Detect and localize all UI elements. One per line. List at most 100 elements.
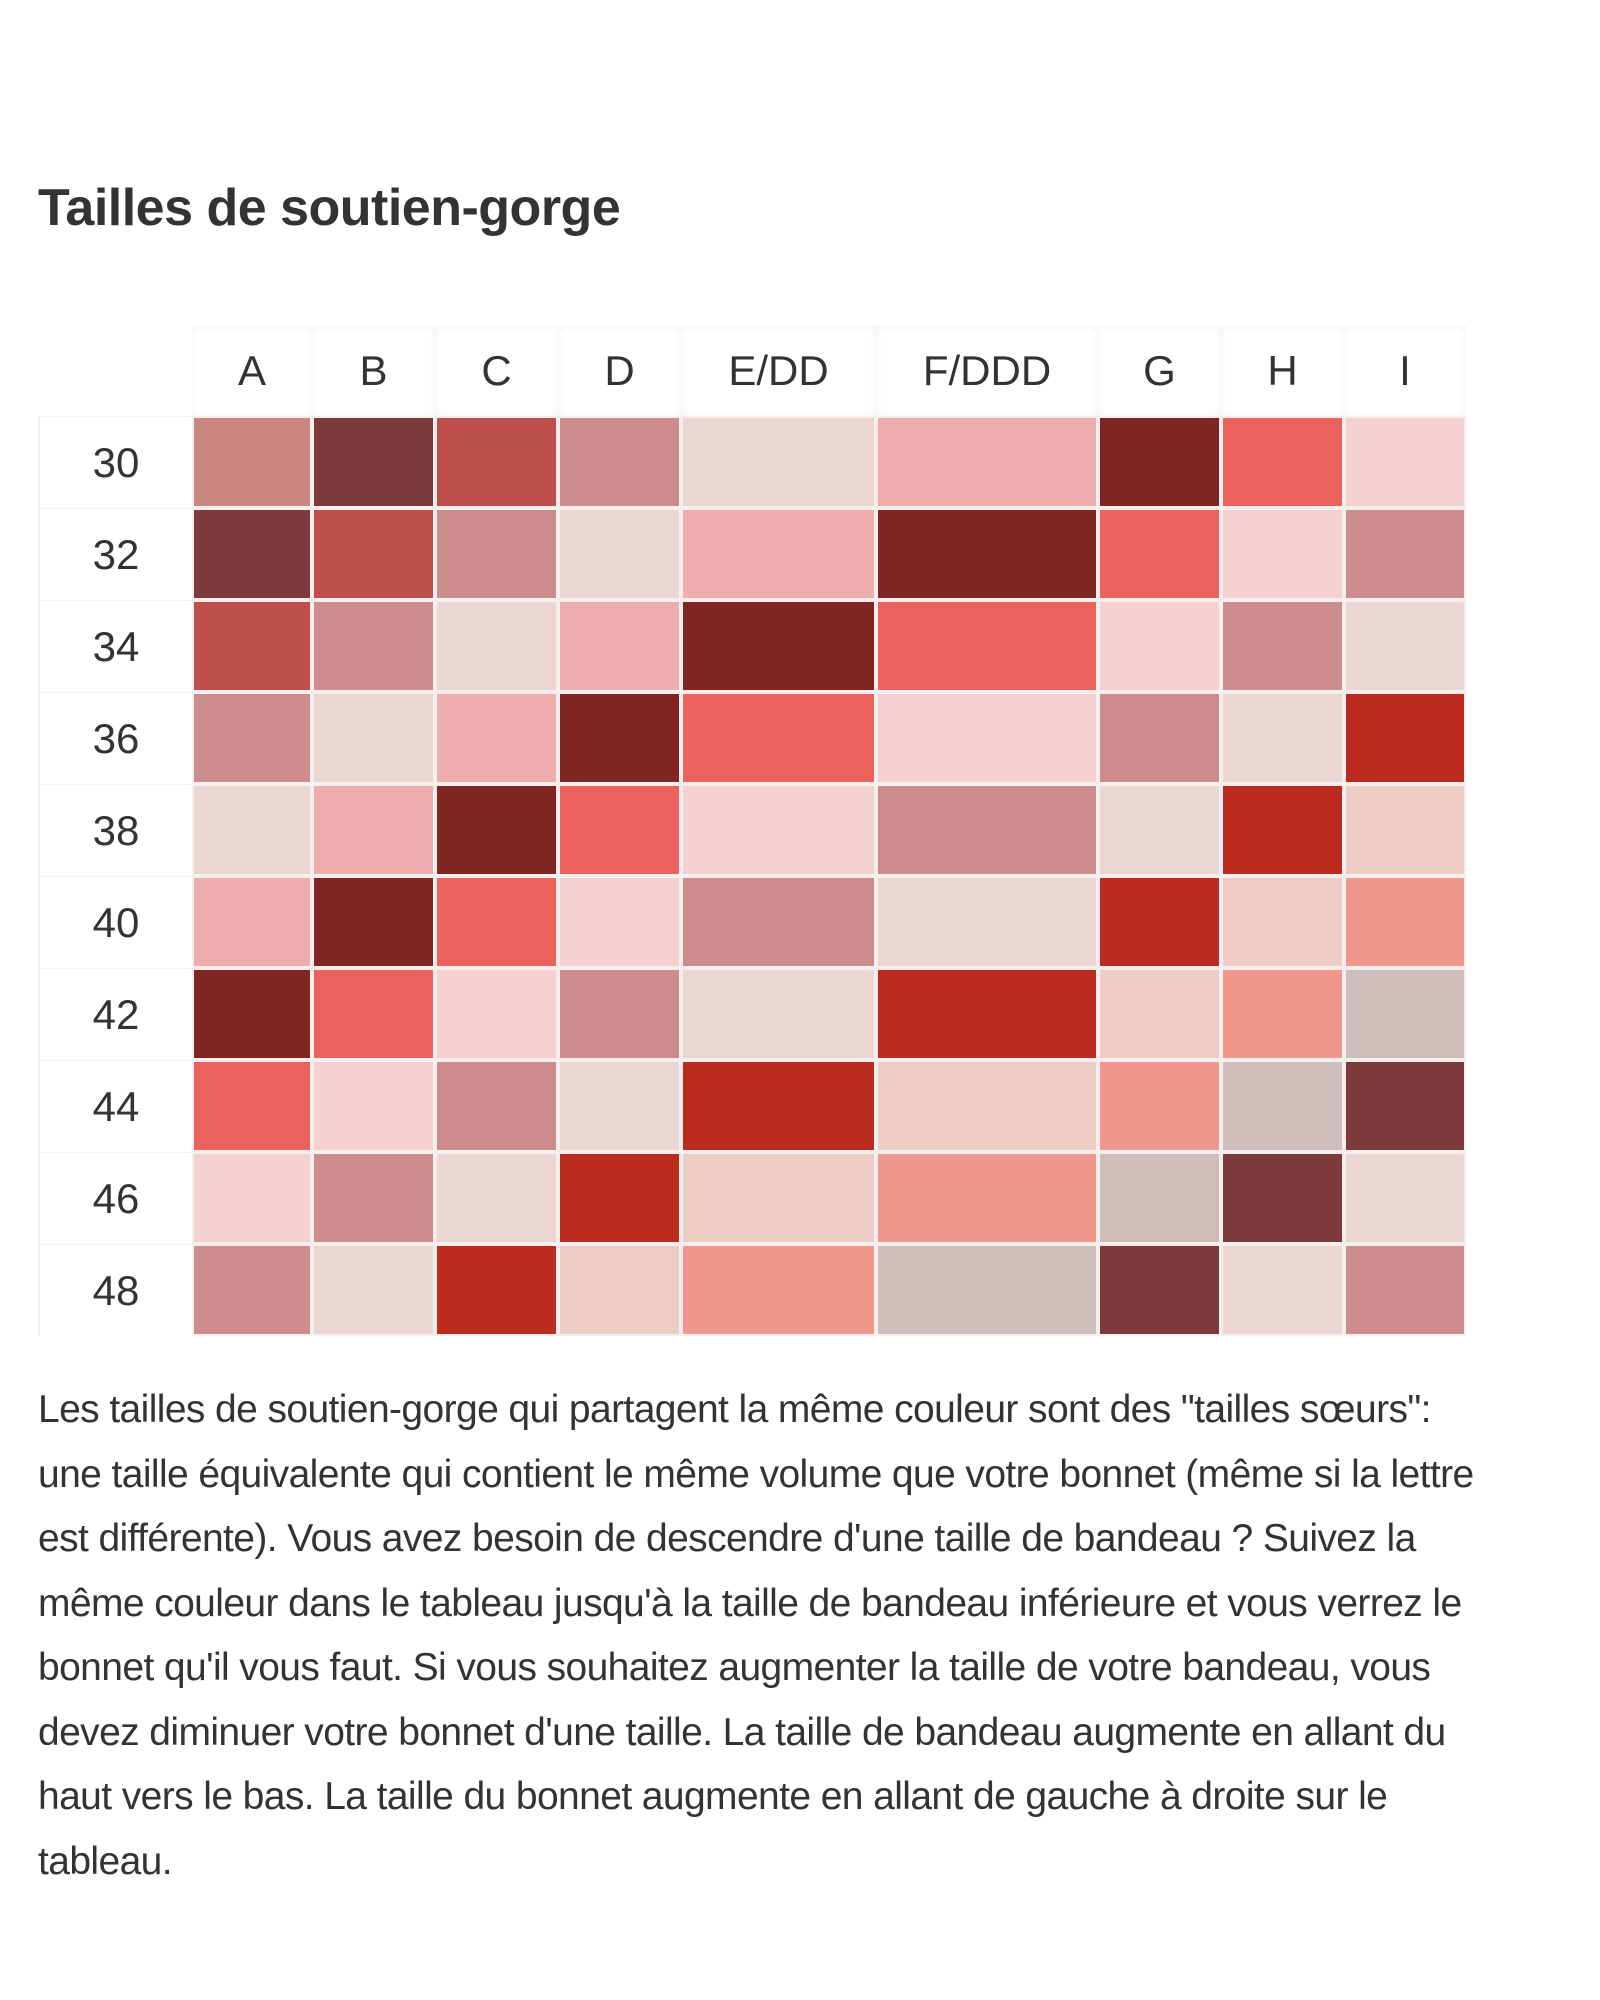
row-header: 38 xyxy=(38,784,192,876)
heatmap-cell xyxy=(192,1152,312,1244)
heatmap-cell xyxy=(681,1244,876,1336)
heatmap-cell xyxy=(1221,1060,1344,1152)
column-header: A xyxy=(192,326,312,416)
row-header: 34 xyxy=(38,600,192,692)
column-header: D xyxy=(558,326,681,416)
heatmap-cell xyxy=(1098,1152,1221,1244)
row-header: 44 xyxy=(38,1060,192,1152)
heatmap-cell xyxy=(1098,692,1221,784)
row-header: 48 xyxy=(38,1244,192,1336)
heatmap-cell xyxy=(312,416,435,508)
heatmap-cell xyxy=(192,876,312,968)
heatmap-cell xyxy=(435,784,558,876)
heatmap-cell xyxy=(558,600,681,692)
heatmap-cell xyxy=(681,692,876,784)
heatmap-cell xyxy=(1221,600,1344,692)
heatmap-cell xyxy=(435,692,558,784)
row-header: 36 xyxy=(38,692,192,784)
heatmap-cell xyxy=(1221,508,1344,600)
heatmap-cell xyxy=(681,784,876,876)
heatmap-cell xyxy=(1221,968,1344,1060)
column-header: E/DD xyxy=(681,326,876,416)
heatmap-cell xyxy=(876,600,1098,692)
heatmap-cell xyxy=(876,1060,1098,1152)
heatmap-cell xyxy=(1098,600,1221,692)
heatmap-cell xyxy=(681,1060,876,1152)
heatmap-cell xyxy=(1344,1152,1466,1244)
column-header: F/DDD xyxy=(876,326,1098,416)
column-header: G xyxy=(1098,326,1221,416)
heatmap-cell xyxy=(312,1060,435,1152)
heatmap-cell xyxy=(435,508,558,600)
heatmap-cell xyxy=(435,416,558,508)
heatmap-cell xyxy=(192,692,312,784)
sister-size-heatmap: A B C D E/DD F/DDD G H I 30 32 34 36 38 40 42 44 46 48 xyxy=(38,326,1466,1336)
heatmap-cell xyxy=(1344,876,1466,968)
heatmap-cell xyxy=(192,784,312,876)
heatmap-cell xyxy=(558,1060,681,1152)
column-header: C xyxy=(435,326,558,416)
row-header: 32 xyxy=(38,508,192,600)
heatmap-cell xyxy=(681,416,876,508)
column-header: I xyxy=(1344,326,1466,416)
heatmap-cell xyxy=(558,876,681,968)
heatmap-cell xyxy=(876,1152,1098,1244)
heatmap-cell xyxy=(312,1152,435,1244)
heatmap-cell xyxy=(1344,784,1466,876)
heatmap-cell xyxy=(435,1244,558,1336)
heatmap-cell xyxy=(1221,692,1344,784)
heatmap-cell xyxy=(1221,1152,1344,1244)
heatmap-cell xyxy=(681,876,876,968)
heatmap-cell xyxy=(312,876,435,968)
heatmap-cell xyxy=(192,416,312,508)
heatmap-cell xyxy=(558,416,681,508)
heatmap-cell xyxy=(1344,600,1466,692)
heatmap-cell xyxy=(876,784,1098,876)
heatmap-cell xyxy=(435,1152,558,1244)
heatmap-cell xyxy=(1221,416,1344,508)
row-header: 46 xyxy=(38,1152,192,1244)
heatmap-cell xyxy=(1344,1244,1466,1336)
heatmap-cell xyxy=(435,600,558,692)
row-header: 42 xyxy=(38,968,192,1060)
heatmap-cell xyxy=(876,876,1098,968)
heatmap-cell xyxy=(876,692,1098,784)
heatmap-cell xyxy=(1221,876,1344,968)
heatmap-cell xyxy=(558,1244,681,1336)
heatmap-cell xyxy=(192,508,312,600)
heatmap-cell xyxy=(876,416,1098,508)
heatmap-cell xyxy=(192,1244,312,1336)
heatmap-cell xyxy=(435,876,558,968)
row-header: 40 xyxy=(38,876,192,968)
heatmap-cell xyxy=(312,968,435,1060)
heatmap-cell xyxy=(681,600,876,692)
heatmap-cell xyxy=(1344,968,1466,1060)
heatmap-cell xyxy=(192,968,312,1060)
column-header: B xyxy=(312,326,435,416)
heatmap-cell xyxy=(1221,1244,1344,1336)
heatmap-cell xyxy=(312,600,435,692)
heatmap-cell xyxy=(876,968,1098,1060)
heatmap-cell xyxy=(558,784,681,876)
heatmap-cell xyxy=(312,692,435,784)
row-header: 30 xyxy=(38,416,192,508)
heatmap-cell xyxy=(1098,1060,1221,1152)
description-text: Les tailles de soutien-gorge qui partage… xyxy=(38,1388,1474,1883)
chart-title: Tailles de soutien-gorge xyxy=(38,179,621,237)
heatmap-cell xyxy=(312,508,435,600)
heatmap-cell xyxy=(681,968,876,1060)
heatmap-cell xyxy=(312,1244,435,1336)
heatmap-cell xyxy=(435,1060,558,1152)
heatmap-cell xyxy=(876,1244,1098,1336)
heatmap-cell xyxy=(1098,968,1221,1060)
heatmap-cell xyxy=(1344,416,1466,508)
heatmap-cell xyxy=(312,784,435,876)
heatmap-cell xyxy=(876,508,1098,600)
heatmap-cell xyxy=(681,1152,876,1244)
heatmap-cell xyxy=(1344,1060,1466,1152)
heatmap-cell xyxy=(1098,784,1221,876)
heatmap-cell xyxy=(558,508,681,600)
heatmap-cell xyxy=(1098,1244,1221,1336)
heatmap-cell xyxy=(558,692,681,784)
heatmap-cell xyxy=(681,508,876,600)
